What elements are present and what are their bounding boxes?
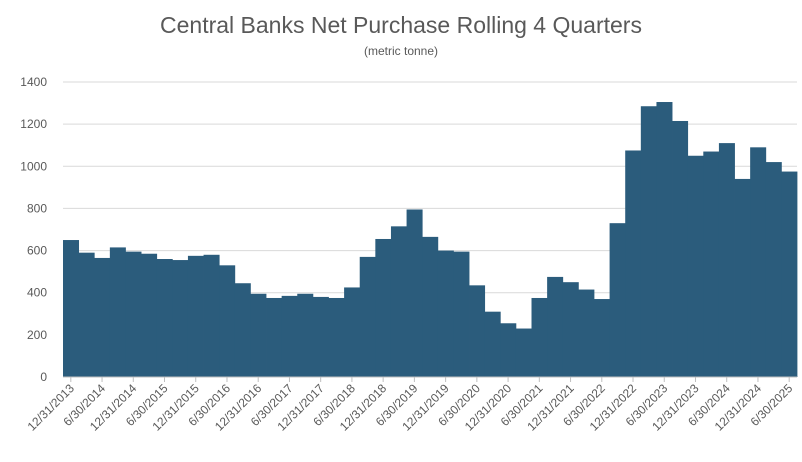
x-tick-labels: 12/31/20136/30/201412/31/20146/30/201512… xyxy=(25,377,796,434)
y-tick-label: 0 xyxy=(40,370,47,384)
bar-12/31/2023 xyxy=(687,155,704,377)
bar-3/31/2020 xyxy=(453,251,470,377)
y-tick-labels: 0 200 400 600 800 1000 1200 1400 xyxy=(20,75,47,384)
bar-12/31/2014 xyxy=(125,251,142,377)
chart-subtitle: (metric tonne) xyxy=(363,44,439,58)
bar-9/30/2023 xyxy=(672,120,689,377)
bar-6/30/2021 xyxy=(531,297,548,377)
y-tick-label: 800 xyxy=(27,201,47,215)
bar-3/31/2023 xyxy=(640,106,657,377)
bar-6/30/2022 xyxy=(593,299,610,377)
bar-3/31/2022 xyxy=(578,289,595,377)
bar-9/30/2019 xyxy=(422,236,439,377)
bar-9/30/2022 xyxy=(609,223,626,377)
bar-9/30/2018 xyxy=(359,256,376,377)
bar-9/30/2021 xyxy=(547,276,564,377)
bar-12/31/2020 xyxy=(500,323,517,377)
bar-3/31/2015 xyxy=(141,253,158,377)
y-tick-label: 1200 xyxy=(20,117,47,131)
bars xyxy=(63,102,798,378)
bar-12/31/2024 xyxy=(750,147,767,377)
y-tick-label: 400 xyxy=(27,286,47,300)
bar-12/31/2021 xyxy=(562,282,579,377)
bar-6/30/2020 xyxy=(469,285,486,377)
bar-3/31/2014 xyxy=(78,252,95,377)
bar-6/30/2018 xyxy=(344,287,361,377)
bar-6/30/2014 xyxy=(94,257,111,377)
bar-12/31/2022 xyxy=(625,150,642,377)
bar-9/30/2015 xyxy=(172,260,189,377)
bar-12/31/2017 xyxy=(312,296,329,377)
bar-9/30/2020 xyxy=(484,311,501,377)
bar-12/31/2013 xyxy=(63,240,80,377)
bar-12/31/2019 xyxy=(437,250,454,377)
bar-6/30/2023 xyxy=(656,102,673,378)
bar-9/30/2017 xyxy=(297,293,314,377)
y-tick-label: 600 xyxy=(27,244,47,258)
y-tick-label: 1400 xyxy=(20,75,47,89)
bar-3/31/2016 xyxy=(203,254,220,377)
bar-6/30/2024 xyxy=(718,143,735,377)
y-tick-label: 200 xyxy=(27,328,47,342)
bar-12/31/2016 xyxy=(250,293,267,377)
bar-12/31/2015 xyxy=(187,255,204,377)
bar-12/31/2018 xyxy=(375,238,392,377)
bar-3/31/2021 xyxy=(515,328,532,377)
bar-3/31/2024 xyxy=(703,151,720,377)
bar-6/30/2016 xyxy=(219,265,236,377)
bar-6/30/2015 xyxy=(156,259,173,377)
bar-3/31/2019 xyxy=(390,226,407,377)
bar-9/30/2014 xyxy=(109,247,126,377)
bar-3/31/2018 xyxy=(328,297,345,377)
bar-6/30/2017 xyxy=(281,295,298,377)
y-tick-label: 1000 xyxy=(20,159,47,173)
bar-3/31/2017 xyxy=(266,297,283,377)
chart-title: Central Banks Net Purchase Rolling 4 Qua… xyxy=(160,12,642,38)
bar-6/30/2025 xyxy=(781,171,798,377)
bar-6/30/2019 xyxy=(406,209,423,377)
bar-3/31/2025 xyxy=(765,162,782,377)
bar-9/30/2024 xyxy=(734,178,751,377)
bar-9/30/2016 xyxy=(234,283,251,377)
